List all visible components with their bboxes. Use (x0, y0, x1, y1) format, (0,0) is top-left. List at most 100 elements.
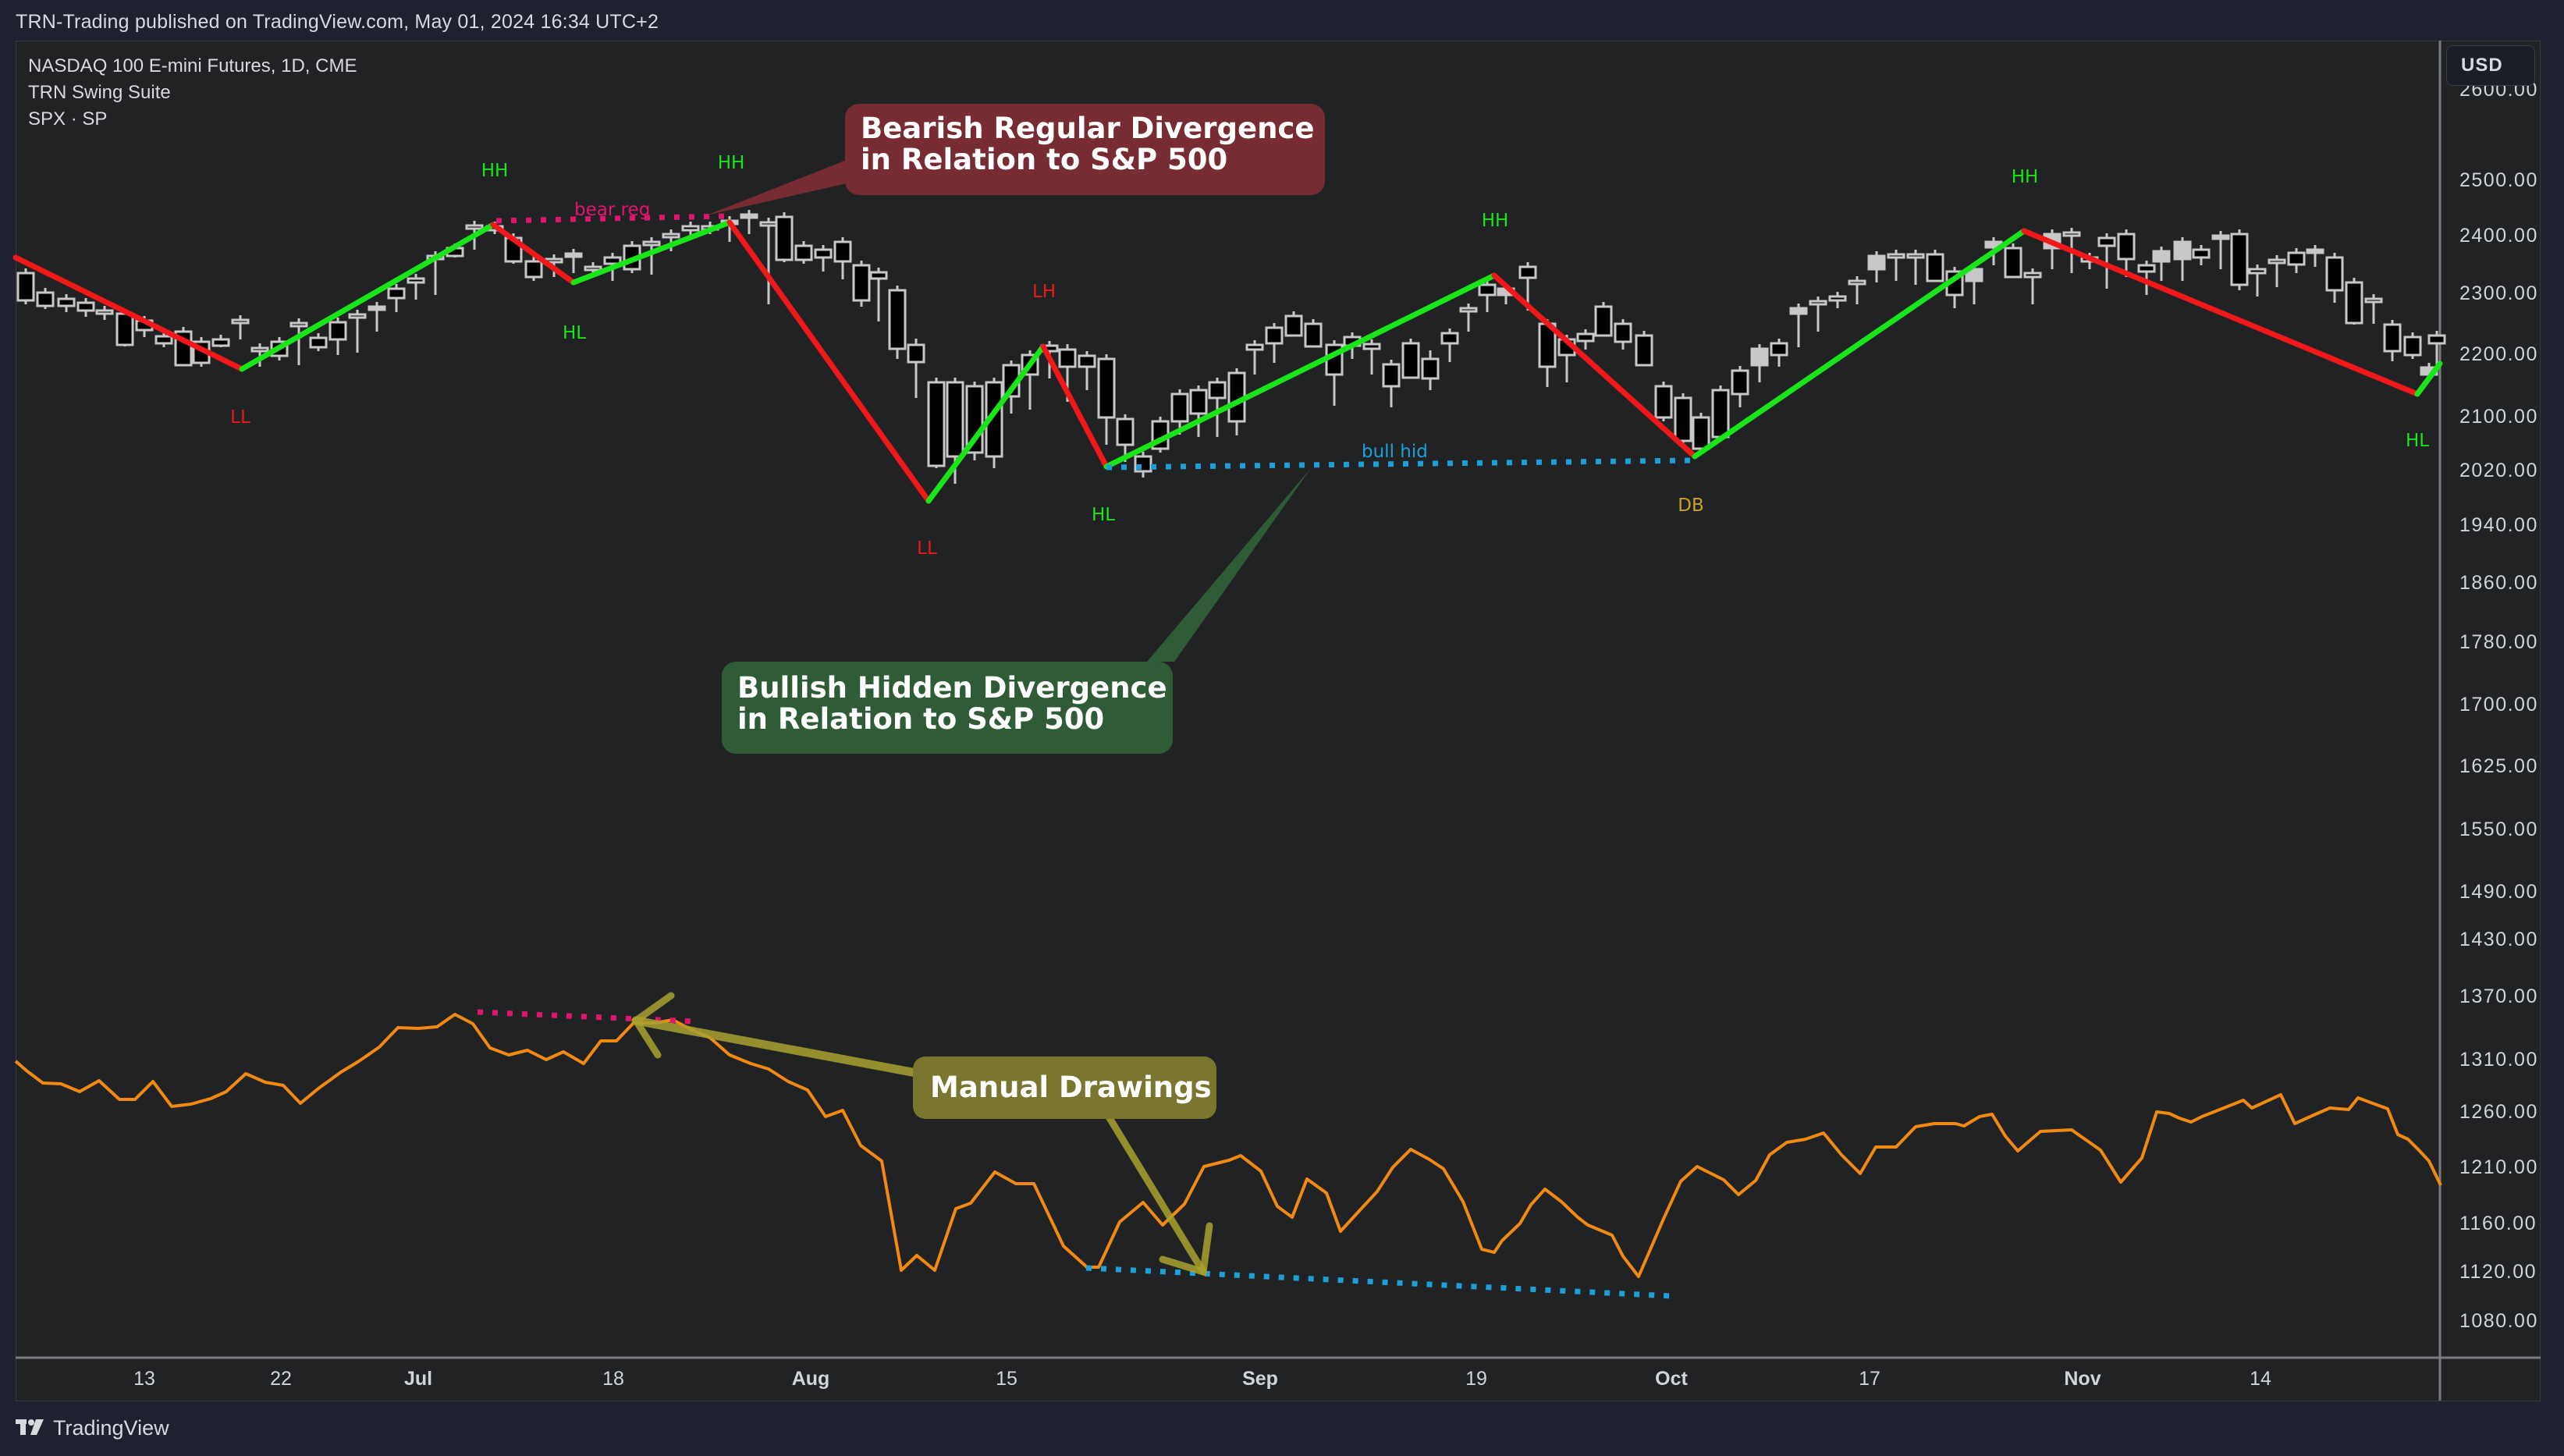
candle-body (833, 240, 852, 263)
zigzag-segment (239, 222, 496, 372)
candle-body (1189, 389, 1208, 415)
price-tick-label: 1860.00 (2459, 572, 2538, 594)
bearish-callout-line1: Bearish Regular Divergence (861, 112, 1315, 145)
candle-body (309, 336, 328, 349)
swing-label-db: DB (1678, 495, 1704, 516)
candle-body (2192, 248, 2211, 259)
manual-arrow-down[interactable] (1101, 1106, 1213, 1277)
bearish-divergence-callout[interactable]: Bearish Regular Divergence in Relation t… (845, 104, 1325, 195)
swing-label-hl: HL (563, 323, 586, 343)
indicator-title[interactable]: TRN Swing Suite (28, 82, 171, 103)
candle-body (1440, 332, 1459, 345)
bull-divergence-label: bull hid (1362, 442, 1428, 462)
candle-body (2345, 281, 2363, 325)
candle-body (2403, 336, 2422, 357)
currency-button[interactable]: USD (2446, 45, 2535, 86)
price-tick-label: 1260.00 (2459, 1101, 2538, 1123)
spx-bull-divergence-line (1085, 1265, 1673, 1299)
candle-body (1265, 326, 1284, 345)
candle-body (2287, 251, 2306, 266)
candle-body (1887, 253, 1905, 259)
zigzag-segment (12, 254, 245, 372)
price-tick-label: 1625.00 (2459, 755, 2538, 777)
bullish-callout-line1: Bullish Hidden Divergence (737, 671, 1167, 705)
candlestick-series (16, 210, 2446, 484)
candle-body (869, 271, 888, 280)
publish-info: TRN-Trading published on TradingView.com… (16, 11, 659, 33)
candle-body (1304, 322, 1323, 348)
candle-body (1382, 363, 1401, 388)
spx-bear-divergence-line (477, 1009, 695, 1025)
candle-body (2248, 268, 2267, 275)
candle-body (1576, 332, 1595, 343)
price-axis[interactable]: 2600.002500.002400.002300.002200.002100.… (2459, 79, 2538, 1332)
candle-body (794, 244, 813, 261)
symbol-title[interactable]: NASDAQ 100 E-mini Futures, 1D, CME (28, 55, 357, 76)
candle-body (1594, 305, 1613, 337)
candle-body (1208, 381, 1227, 400)
candle-body (2137, 264, 2156, 273)
zigzag-segment (1103, 272, 1497, 470)
bearish-callout-pointer (706, 160, 847, 215)
candle-body (36, 291, 55, 307)
candle-body (368, 305, 386, 311)
candle-body (1614, 322, 1632, 343)
candle-body (1635, 334, 1653, 367)
candle-body (1362, 343, 1381, 350)
footer-brand[interactable]: TradingView (16, 1411, 169, 1445)
candle-body (1711, 389, 1730, 439)
price-tick-label: 2300.00 (2459, 282, 2538, 304)
time-tick-label: 19 (1465, 1368, 1487, 1390)
manual-arrow-left[interactable] (630, 992, 933, 1080)
candle-body (1421, 357, 1440, 380)
divergence-lines: bear reg bull hid (495, 200, 1696, 471)
bull-divergence-line (1106, 457, 1696, 471)
candle-body (154, 335, 173, 345)
tradingview-logo-icon (16, 1419, 44, 1435)
candle-body (662, 233, 680, 239)
candle-body (1848, 279, 1866, 286)
time-tick-label: 14 (2250, 1368, 2271, 1390)
time-tick-label: 22 (270, 1368, 292, 1390)
price-tick-label: 1550.00 (2459, 819, 2538, 840)
time-tick-label: Sep (1242, 1368, 1278, 1390)
candle-body (1731, 369, 1749, 396)
bullish-divergence-callout[interactable]: Bullish Hidden Divergence in Relation to… (722, 662, 1173, 754)
chart-legend: NASDAQ 100 E-mini Futures, 1D, CME TRN S… (28, 53, 357, 133)
manual-drawings-callout[interactable]: Manual Drawings (913, 1056, 1216, 1119)
swing-label-ll: LL (917, 538, 937, 559)
time-tick-label: Aug (792, 1368, 830, 1390)
swing-label-hh: HH (481, 161, 509, 181)
candle-body (1245, 343, 1264, 351)
candle-body (211, 338, 230, 347)
candle-body (2306, 248, 2324, 254)
candle-body (1809, 300, 1827, 306)
candle-body (1692, 416, 1710, 450)
price-tick-label: 1940.00 (2459, 514, 2538, 536)
candle-body (2230, 233, 2249, 286)
candle-body (524, 260, 543, 279)
candle-body (759, 221, 778, 227)
candle-body (907, 343, 925, 364)
candle-body (16, 272, 35, 302)
zigzag-segment (925, 343, 1046, 504)
compare-symbol-title[interactable]: SPX · SP (28, 108, 108, 130)
candle-body (465, 224, 484, 230)
spx-line (14, 1013, 2442, 1278)
swing-labels: LL HH HL HH LH LL HL HH DB HH HL (230, 153, 2429, 559)
zigzag-segment (726, 219, 932, 504)
candle-body (814, 248, 833, 259)
price-tick-label: 1310.00 (2459, 1049, 2538, 1071)
candle-body (2097, 236, 2116, 247)
candle-body (231, 318, 250, 325)
price-tick-label: 1700.00 (2459, 694, 2538, 716)
price-tick-label: 1160.00 (2459, 1213, 2537, 1234)
candle-body (1097, 357, 1116, 419)
candle-body (603, 256, 622, 265)
candle-body (2173, 240, 2192, 261)
time-axis[interactable]: 13 22 Jul 18 Aug 15 Sep 19 Oct 17 Nov 14 (133, 1368, 2271, 1390)
price-tick-label: 1370.00 (2459, 985, 2538, 1007)
swing-label-lh: LH (1032, 282, 1056, 302)
candle-body (1078, 354, 1096, 368)
